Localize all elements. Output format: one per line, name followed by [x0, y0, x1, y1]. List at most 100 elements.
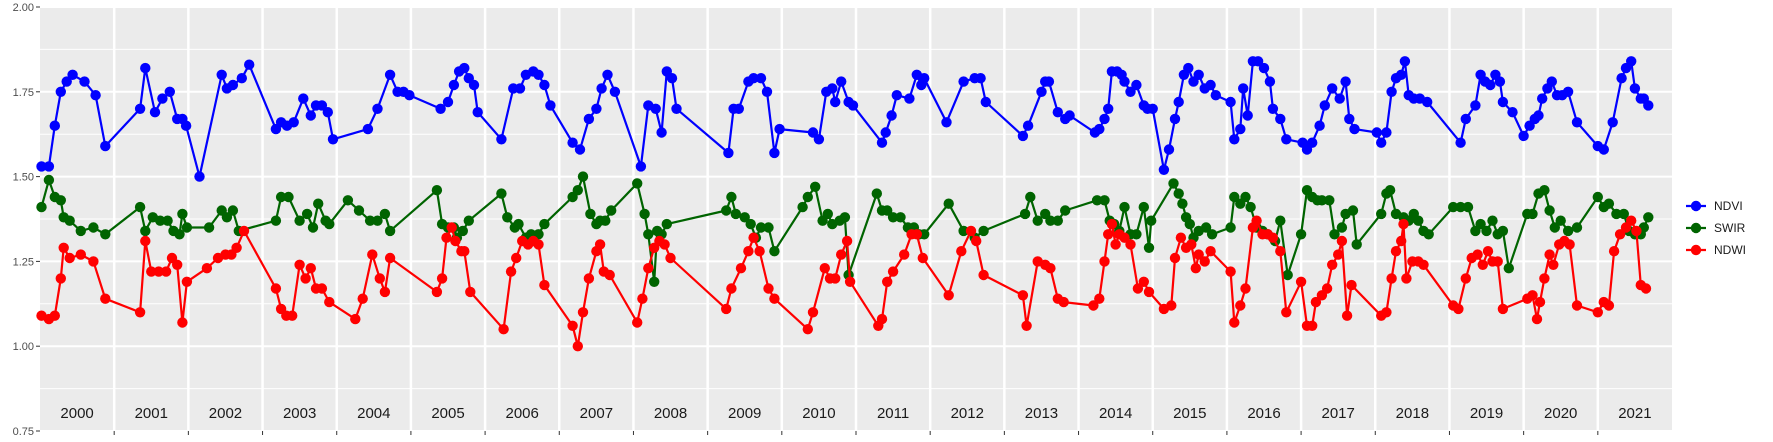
ndvi-point	[1399, 56, 1411, 67]
swir-point	[871, 188, 882, 199]
ndwi-point	[1321, 283, 1333, 294]
y-tick-label: 1.50	[13, 172, 34, 184]
year-label: 2011	[877, 405, 909, 422]
ndwi-point	[748, 232, 759, 243]
ndwi-point	[721, 303, 732, 315]
swir-point	[181, 222, 193, 233]
swir-point	[431, 185, 443, 196]
ndwi-point	[431, 286, 443, 298]
swir-point	[1562, 225, 1574, 237]
ndwi-point	[1398, 218, 1409, 230]
year-label: 2014	[1099, 405, 1132, 422]
y-tick-label: 0.75	[13, 426, 34, 438]
ndvi-point	[1470, 100, 1481, 111]
swir-point	[1091, 195, 1103, 206]
ndvi-point	[55, 86, 66, 98]
ndwi-point	[643, 263, 654, 274]
ndvi-point	[807, 127, 819, 138]
swir-point	[1384, 185, 1396, 196]
swir-point	[1052, 215, 1064, 226]
ndwi-point	[876, 313, 888, 325]
ndwi-point	[836, 249, 847, 260]
ndwi-point	[350, 313, 361, 325]
ndwi-point	[841, 235, 853, 247]
ndvi-point	[1275, 113, 1286, 125]
ndvi-point	[1235, 123, 1246, 135]
ndwi-point	[1527, 290, 1538, 301]
swir-point	[1225, 222, 1236, 233]
ndwi-point	[572, 341, 583, 352]
ndwi-point	[1381, 307, 1392, 318]
ndvi-point	[769, 147, 780, 159]
ndvi-point	[1147, 103, 1158, 115]
swir-point	[978, 225, 989, 237]
ndvi-point	[941, 117, 952, 128]
ndvi-point	[1485, 79, 1496, 91]
legend-ndvi-marker	[1690, 200, 1702, 212]
ndvi-point	[134, 103, 146, 115]
ndvi-point	[90, 90, 101, 101]
ndwi-point	[1186, 239, 1197, 250]
ndwi-point	[1267, 232, 1279, 243]
ndvi-point	[1507, 107, 1518, 118]
ndwi-point	[450, 235, 461, 247]
ndwi-point	[567, 320, 578, 331]
ndvi-point	[1173, 96, 1184, 108]
swir-point	[606, 205, 617, 216]
ndvi-point	[602, 69, 613, 81]
ndwi-point	[1143, 286, 1155, 298]
ndwi-point	[459, 246, 470, 257]
ndwi-point	[632, 317, 643, 328]
ndvi-point	[886, 110, 897, 121]
ndvi-point	[1607, 117, 1618, 128]
swir-point	[1316, 195, 1328, 206]
ndvi-point	[1616, 73, 1627, 84]
ndvi-point	[1229, 134, 1240, 145]
ndvi-point	[650, 103, 661, 115]
year-label: 2001	[135, 405, 168, 422]
ndwi-point	[1460, 273, 1472, 284]
swir-point	[1423, 229, 1434, 240]
series-ndvi	[36, 56, 1654, 182]
ndwi-point	[1295, 276, 1307, 287]
ndwi-point	[374, 273, 385, 284]
ndvi-point	[1158, 164, 1170, 175]
swir-point	[301, 208, 313, 220]
swir-point	[1229, 191, 1240, 203]
ndwi-point	[1307, 320, 1318, 331]
ndwi-point	[1275, 246, 1286, 257]
swir-point	[177, 208, 188, 220]
ndwi-point	[769, 293, 780, 304]
swir-point	[1571, 222, 1583, 233]
ndvi-point	[813, 134, 825, 145]
y-tick-label: 1.75	[13, 87, 34, 99]
ndwi-point	[1103, 229, 1114, 240]
ndvi-point	[1340, 76, 1351, 87]
swir-point	[307, 222, 319, 233]
ndvi-point	[1119, 76, 1130, 87]
ndwi-point	[819, 263, 830, 274]
ndvi-point	[958, 76, 969, 87]
swir-point	[1245, 201, 1256, 213]
ndwi-point	[1453, 303, 1464, 315]
swir-point	[600, 215, 611, 226]
ndvi-point	[755, 73, 767, 84]
swir-point	[513, 218, 524, 230]
swir-point	[726, 191, 737, 203]
ndwi-point	[971, 235, 982, 247]
year-label: 2017	[1321, 405, 1354, 422]
ndvi-point	[1546, 76, 1558, 87]
ndvi-point	[472, 107, 483, 118]
swir-point	[1481, 225, 1492, 237]
swir-point	[810, 181, 821, 192]
swir-point	[457, 225, 468, 237]
ndwi-point	[238, 225, 250, 237]
ndvi-point	[596, 83, 607, 94]
ndvi-point	[1455, 137, 1466, 148]
ndvi-point	[533, 69, 544, 81]
ndvi-point	[545, 100, 556, 111]
ndwi-point	[172, 259, 183, 270]
swir-point	[1019, 208, 1031, 220]
ndwi-point	[965, 225, 977, 237]
